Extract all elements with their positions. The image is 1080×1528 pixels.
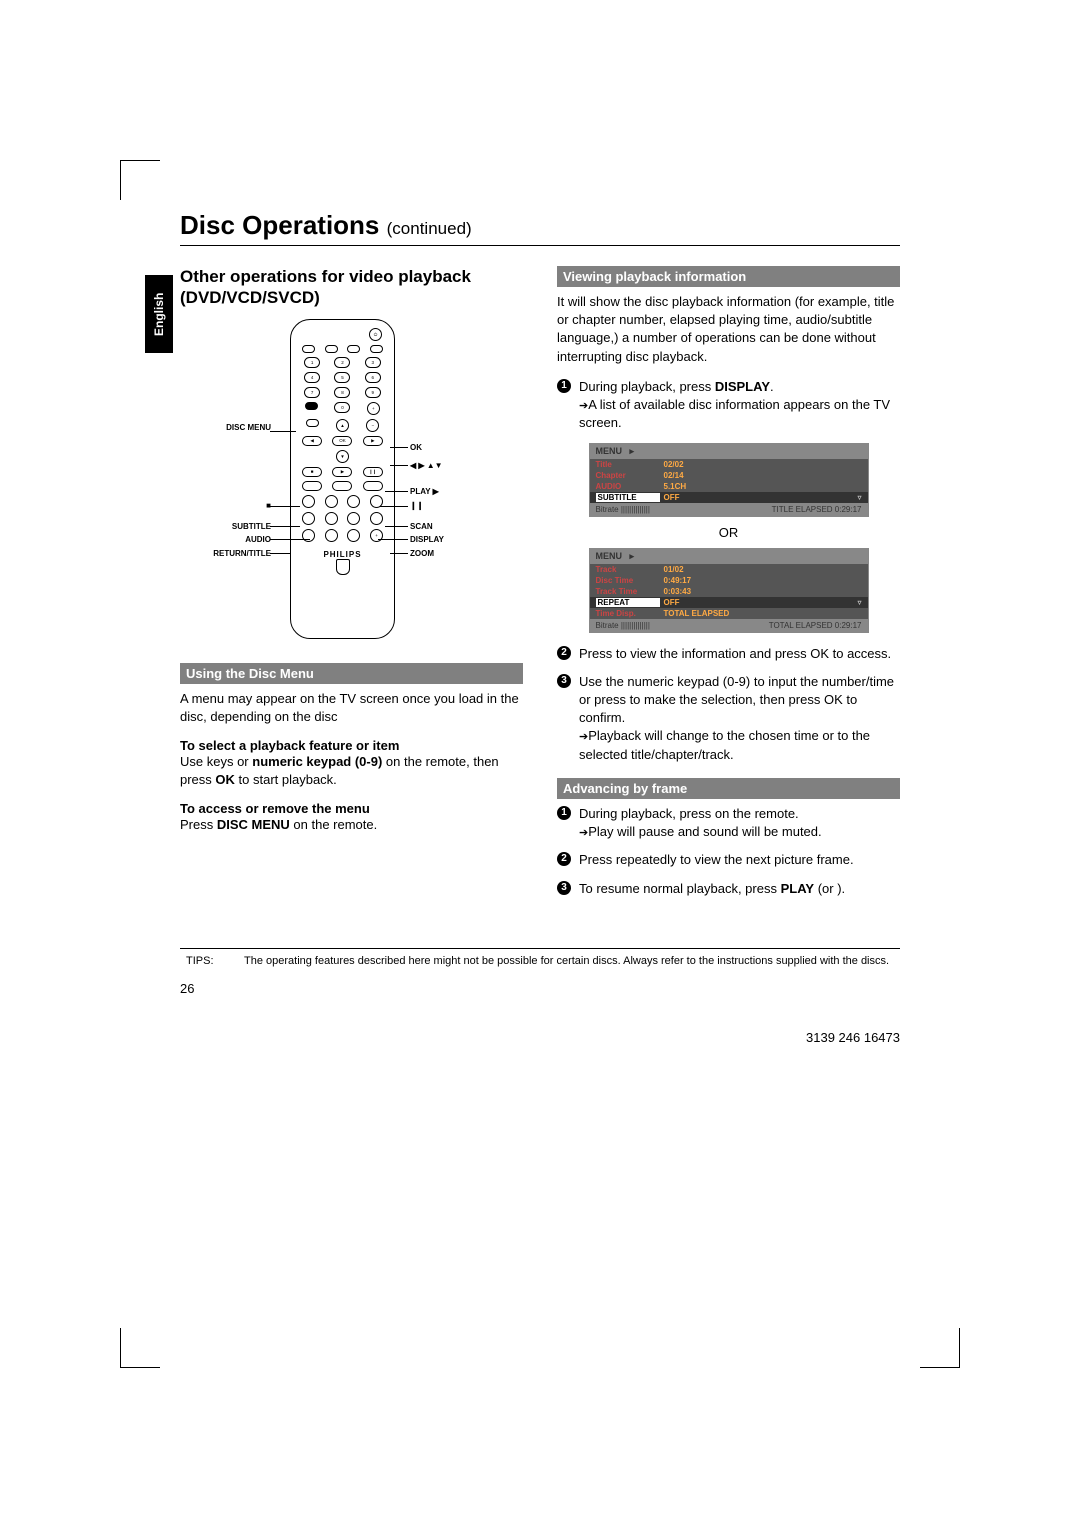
tips-label: TIPS:: [180, 955, 244, 967]
right-column: Viewing playback information It will sho…: [557, 266, 900, 908]
frame-step2: Press repeatedly to view the next pictur…: [557, 851, 900, 869]
osd-row: Disc Time0:49:17: [590, 575, 868, 586]
osd-row: SUBTITLEOFF▿: [590, 492, 868, 503]
document-id: 3139 246 16473: [180, 1030, 900, 1045]
remote-diagram: DISC MENU SUBTITLE AUDIO RETURN/TITLE OK…: [180, 319, 523, 649]
sub-select-feature: To select a playback feature or item: [180, 738, 523, 753]
callout-scan: SCAN: [410, 522, 433, 531]
step-numeric-input: Use the numeric keypad (0-9) to input th…: [557, 673, 900, 764]
disc-menu-body: A menu may appear on the TV screen once …: [180, 690, 523, 726]
remote-control: ⏻ 123 456 789 0+ ▲− ◀OK▶ ▼ ■▶❙❙ + PHILIP…: [290, 319, 395, 639]
section-viewing-playback: Viewing playback information: [557, 266, 900, 287]
step-display: During playback, press DISPLAY. ➔ A list…: [557, 378, 900, 433]
osd-row: Time Disp.TOTAL ELAPSED: [590, 608, 868, 619]
tips-body: The operating features described here mi…: [244, 955, 889, 967]
osd-row: Title02/02: [590, 459, 868, 470]
section-using-disc-menu: Using the Disc Menu: [180, 663, 523, 684]
osd-row: REPEATOFF▿: [590, 597, 868, 608]
osd-menu-dvd: MENU ▸ Title02/02Chapter02/14AUDIO5.1CHS…: [589, 443, 869, 517]
viewing-intro: It will show the disc playback informati…: [557, 293, 900, 366]
arrow-icon: ➔: [579, 826, 588, 841]
language-tab: English: [145, 275, 173, 353]
osd-menu-vcd: MENU ▸ Track01/02Disc Time0:49:17Track T…: [589, 548, 869, 633]
page-content: English Disc Operations (continued) Othe…: [180, 210, 900, 1045]
tips-footer: TIPS: The operating features described h…: [180, 948, 900, 967]
sub-select-body: Use keys or numeric keypad (0-9) on the …: [180, 753, 523, 789]
sub-access-body: Press DISC MENU on the remote.: [180, 816, 523, 834]
callout-ok: OK: [410, 443, 422, 452]
callout-disc-menu: DISC MENU: [226, 423, 271, 432]
sub-access-remove: To access or remove the menu: [180, 801, 523, 816]
left-column: Other operations for video playback (DVD…: [180, 266, 523, 908]
brand-label: PHILIPS: [297, 550, 388, 559]
arrow-icon: ➔: [579, 730, 588, 745]
or-separator: OR: [557, 525, 900, 540]
brand-shield-icon: [336, 559, 350, 575]
callout-return-title: RETURN/TITLE: [213, 549, 271, 558]
title-continued: (continued): [387, 219, 472, 238]
page-number: 26: [180, 981, 900, 996]
callout-arrows: ◀ ▶ ▲▼: [410, 461, 443, 470]
frame-step3: To resume normal playback, press PLAY (o…: [557, 880, 900, 898]
page-title: Disc Operations (continued): [180, 210, 900, 246]
title-main: Disc Operations: [180, 210, 379, 240]
callout-display: DISPLAY: [410, 535, 444, 544]
callout-pause: ❙❙: [410, 501, 423, 510]
frame-step1: During playback, press on the remote. ➔ …: [557, 805, 900, 842]
step-press-view: Press to view the information and press …: [557, 645, 900, 663]
osd-row: Track Time0:03:43: [590, 586, 868, 597]
section-advancing-frame: Advancing by frame: [557, 778, 900, 799]
callout-zoom: ZOOM: [410, 549, 434, 558]
callout-play: PLAY ▶: [410, 487, 439, 496]
arrow-icon: ➔: [579, 399, 588, 414]
osd-row: Track01/02: [590, 564, 868, 575]
osd-row: Chapter02/14: [590, 470, 868, 481]
callout-audio: AUDIO: [245, 535, 271, 544]
left-heading: Other operations for video playback (DVD…: [180, 266, 523, 309]
callout-subtitle: SUBTITLE: [232, 522, 271, 531]
osd-row: AUDIO5.1CH: [590, 481, 868, 492]
